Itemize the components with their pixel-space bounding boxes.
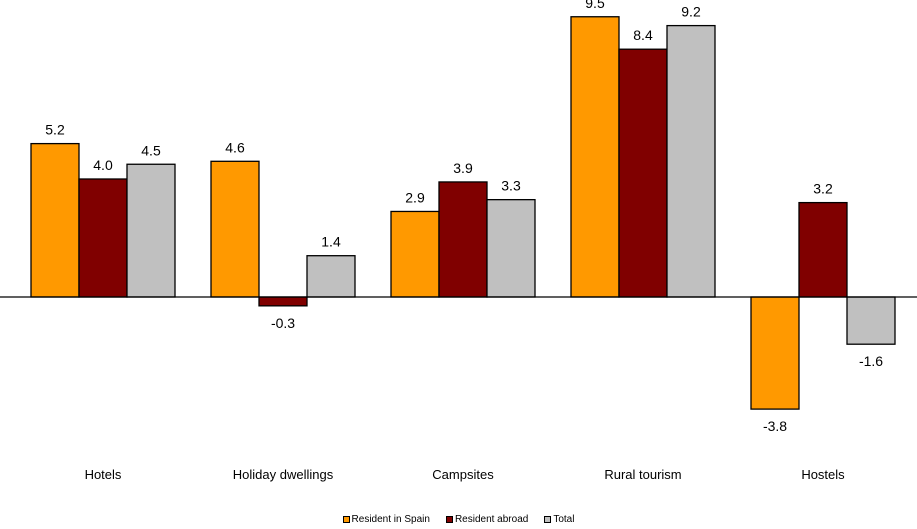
data-label: 3.2 <box>813 181 833 197</box>
legend-label: Resident in Spain <box>351 513 430 525</box>
category-label: Holiday dwellings <box>233 467 334 482</box>
legend-swatch <box>544 515 552 523</box>
data-label: 9.5 <box>585 0 605 11</box>
legend-swatch <box>342 515 350 523</box>
bar-holiday-dwellings-total <box>306 255 356 298</box>
bar-chart-plot: 5.2 4.6 2.9 9.5 -3.8 4.0 -0.3 3.9 8.4 3.2 4.5 1.4 3.… <box>0 0 917 482</box>
legend-item: Resident in Spain <box>342 512 430 526</box>
bar-hostels-total <box>846 296 896 345</box>
data-label: -0.3 <box>271 315 295 331</box>
data-label: 3.9 <box>453 160 473 176</box>
legend: Resident in Spain Resident abroad Total <box>0 512 917 526</box>
bar-holiday-dwellings-resident-in-spain <box>210 160 260 298</box>
data-label: 4.0 <box>93 157 113 173</box>
legend-label: Resident abroad <box>454 513 529 525</box>
legend-swatch <box>445 515 453 523</box>
category-label: Hostels <box>801 467 845 482</box>
bar-campsites-resident-in-spain <box>390 210 440 298</box>
data-label: 2.9 <box>405 189 425 205</box>
category-label: Rural tourism <box>604 467 681 482</box>
data-label: 9.2 <box>681 4 701 20</box>
bar-hotels-total <box>126 163 176 298</box>
bar-hostels-resident-abroad <box>798 201 848 298</box>
bar-holiday-dwellings-resident-abroad <box>258 296 308 307</box>
legend-label: Total <box>553 513 575 525</box>
data-label: 4.5 <box>141 142 161 158</box>
bar-rural-tourism-resident-abroad <box>618 48 668 298</box>
legend-item: Resident abroad <box>445 512 529 526</box>
data-label: -1.6 <box>859 353 883 369</box>
bar-hostels-resident-in-spain <box>750 296 800 410</box>
bar-campsites-total <box>486 198 536 298</box>
data-label: 5.2 <box>45 122 65 138</box>
bar-rural-tourism-resident-in-spain <box>570 16 620 298</box>
data-label: 3.3 <box>501 178 521 194</box>
data-label: 1.4 <box>321 234 341 250</box>
category-label: Campsites <box>432 467 494 482</box>
data-label: -3.8 <box>763 418 787 434</box>
data-label: 8.4 <box>633 27 653 43</box>
bar-hotels-resident-in-spain <box>30 142 80 298</box>
data-label: 4.6 <box>225 139 245 155</box>
bar-hotels-resident-abroad <box>78 178 128 298</box>
bar-campsites-resident-abroad <box>438 181 488 298</box>
category-label: Hotels <box>85 467 122 482</box>
legend-item: Total <box>544 512 574 526</box>
bar-rural-tourism-total <box>666 24 716 298</box>
